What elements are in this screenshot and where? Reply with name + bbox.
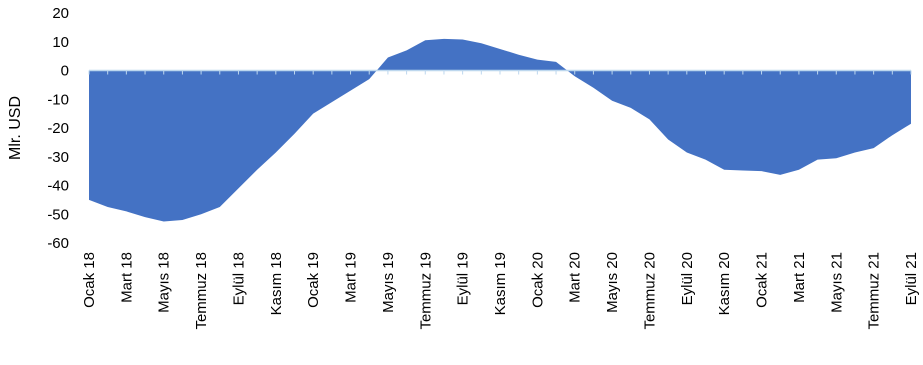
x-tick-label: Kasım 19: [492, 252, 509, 315]
x-tick-label: Mayıs 21: [828, 252, 845, 313]
x-tick-label: Ocak 18: [81, 252, 98, 308]
x-tick-label: Ocak 19: [305, 252, 322, 308]
x-tick-label: Mart 20: [567, 252, 584, 303]
x-tick-label: Eylül 21: [903, 252, 920, 305]
y-tick-label: -50: [47, 206, 69, 223]
x-tick-label: Mayıs 20: [604, 252, 621, 313]
y-tick-label: -60: [47, 235, 69, 252]
x-tick-label: Eylül 19: [455, 252, 472, 305]
x-tick-label: Temmuz 18: [193, 252, 210, 330]
x-tick-label: Mayıs 18: [156, 252, 173, 313]
y-tick-label: 10: [52, 34, 69, 51]
y-tick-label: -10: [47, 91, 69, 108]
x-tick-label: Mart 21: [791, 252, 808, 303]
x-tick-label: Mart 19: [343, 252, 360, 303]
y-tick-label: 0: [61, 63, 69, 80]
area-series: [89, 38, 911, 222]
y-tick-label: -20: [47, 120, 69, 137]
x-tick-label: Ocak 21: [754, 252, 771, 308]
x-tick-label: Temmuz 21: [866, 252, 883, 330]
x-tick-label: Temmuz 20: [641, 252, 658, 330]
x-tick-label: Kasım 20: [716, 252, 733, 315]
x-tick-label: Ocak 20: [529, 252, 546, 308]
x-tick-label: Eylül 18: [230, 252, 247, 305]
x-tick-label: Temmuz 19: [417, 252, 434, 330]
x-tick-label: Mayıs 19: [380, 252, 397, 313]
y-tick-label: 20: [52, 5, 69, 22]
x-tick-label: Mart 18: [118, 252, 135, 303]
x-tick-label: Eylül 20: [679, 252, 696, 305]
y-tick-label: -40: [47, 178, 69, 195]
x-tick-label: Kasım 18: [268, 252, 285, 315]
y-axis-title: Mlr. USD: [7, 96, 24, 160]
y-tick-label: -30: [47, 149, 69, 166]
